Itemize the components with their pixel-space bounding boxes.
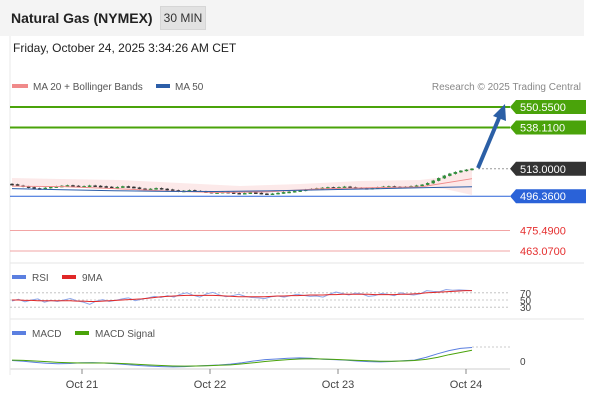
candle-body — [126, 186, 131, 188]
candle-body — [464, 169, 469, 172]
rsi-line — [11, 289, 473, 305]
candle-body — [132, 186, 136, 189]
candle-body — [10, 183, 14, 186]
price-level-label: 550.5500 — [520, 102, 566, 114]
instrument-title: Natural Gas (NYMEX) — [11, 10, 153, 26]
candle-body — [292, 191, 297, 193]
macd-signal-legend-swatch — [75, 331, 89, 335]
candle-body — [32, 187, 36, 189]
candle-body — [265, 193, 269, 196]
candle-body — [104, 186, 108, 188]
candle-body — [459, 170, 463, 173]
macd-legend-label: MACD — [32, 329, 61, 340]
chart-datetime: Friday, October 24, 2025 3:34:26 AM CET — [13, 41, 237, 55]
ma50-legend-label: MA 50 — [175, 82, 204, 93]
price-level-label: 538.1100 — [520, 122, 565, 134]
candle-body — [154, 188, 158, 190]
price-level-tag — [510, 161, 586, 176]
candle-body — [26, 186, 31, 188]
macd-legend-swatch — [12, 331, 26, 335]
candle-body — [436, 178, 441, 181]
ma50-legend-swatch — [156, 84, 170, 88]
timeframe-button[interactable]: 30 MIN — [160, 6, 206, 30]
ma20-line — [11, 178, 473, 194]
price-level-tag — [510, 100, 586, 114]
ma20-legend-label: MA 20 + Bollinger Bands — [33, 82, 143, 93]
rsi-level-label: 30 — [520, 303, 532, 314]
candle-body — [259, 192, 264, 195]
candle-body — [287, 191, 291, 194]
candle-body — [270, 193, 275, 196]
candle-body — [425, 182, 430, 185]
candle-body — [49, 186, 53, 189]
candle-body — [165, 188, 169, 191]
price-level-label: 496.3600 — [520, 191, 566, 203]
candle-body — [121, 186, 125, 188]
candle-body — [276, 192, 280, 195]
rsi-legend-label: RSI — [32, 273, 49, 284]
macd-signal-legend-label: MACD Signal — [95, 329, 155, 340]
price-level-tag — [510, 120, 586, 135]
candle-body — [170, 189, 175, 191]
chart-header: Natural Gas (NYMEX) 30 MIN — [0, 0, 584, 36]
price-level-label: 513.0000 — [520, 164, 566, 176]
price-level-tag — [510, 189, 586, 204]
x-axis-tick-label: Oct 21 — [66, 379, 98, 391]
candle-body — [470, 168, 474, 171]
rsi-ma-legend-label: 9MA — [82, 273, 103, 284]
candle-body — [442, 175, 447, 179]
candle-body — [159, 188, 164, 190]
macd-level-label: 0 — [520, 357, 526, 368]
candle-body — [237, 193, 241, 195]
candle-body — [248, 192, 253, 195]
x-axis-tick-label: Oct 24 — [450, 379, 482, 391]
candle-body — [281, 192, 286, 194]
candle-body — [98, 185, 103, 188]
ma50-line — [11, 186, 473, 193]
candle-body — [342, 186, 347, 189]
rsi-legend-swatch — [12, 275, 26, 279]
candle-body — [243, 193, 247, 195]
candle-body — [87, 185, 92, 187]
candle-body — [254, 192, 258, 195]
rsi-level-label: 70 — [520, 289, 532, 300]
candle-body — [453, 171, 458, 174]
forecast-arrow-head — [493, 104, 506, 121]
candle-body — [93, 185, 97, 187]
candle-body — [15, 184, 20, 186]
rsi-level-label: 50 — [520, 296, 532, 307]
price-level-label: 475.4900 — [520, 226, 566, 238]
candle-body — [420, 184, 424, 187]
ma20-legend-swatch — [12, 84, 28, 88]
x-axis-tick-label: Oct 23 — [322, 379, 354, 391]
candle-body — [137, 187, 142, 189]
x-axis-tick-label: Oct 22 — [194, 379, 226, 391]
rsi-ma-legend-swatch — [62, 275, 76, 279]
candle-body — [431, 180, 435, 184]
forecast-arrow-shaft — [476, 117, 501, 169]
macd-signal-line — [11, 349, 473, 367]
rsi-ma-line — [12, 290, 472, 302]
candle-body — [115, 186, 120, 189]
copyright-label: Research © 2025 Trading Central — [432, 82, 581, 93]
candle-body — [448, 173, 452, 176]
price-level-label: 463.0700 — [520, 246, 566, 258]
